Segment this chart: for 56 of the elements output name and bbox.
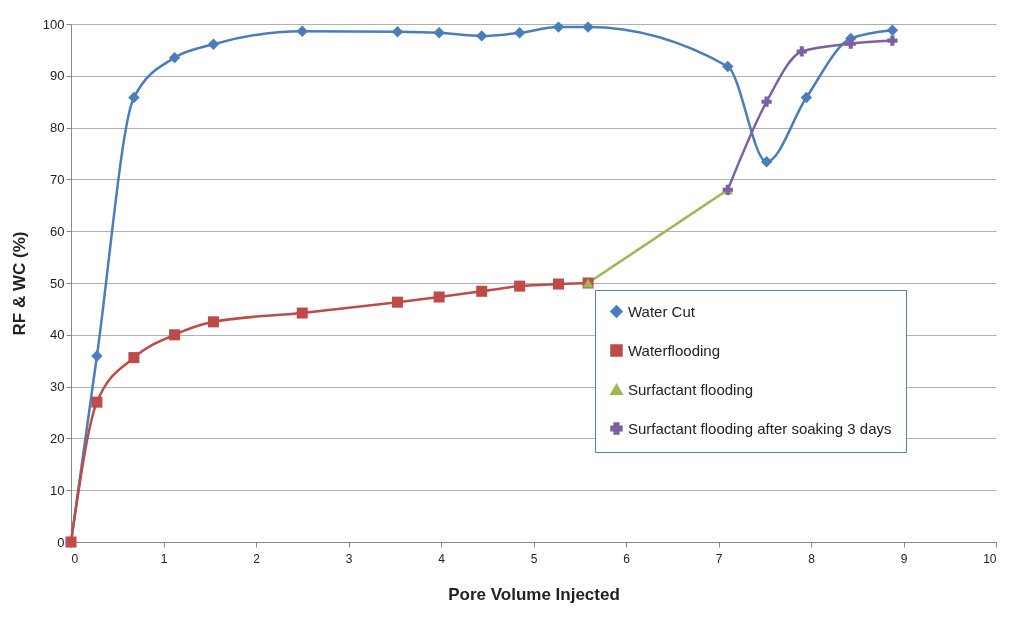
point <box>796 46 807 57</box>
x-axis-title: Pore Volume Injected <box>448 584 620 604</box>
x-tick-label: 3 <box>345 551 353 566</box>
point <box>513 27 526 39</box>
point <box>514 280 526 292</box>
x-tick-label: 2 <box>253 551 261 566</box>
point <box>91 350 103 362</box>
x-tick-label: 8 <box>808 551 816 566</box>
point <box>296 307 308 319</box>
point <box>128 91 140 104</box>
y-tick-label: 40 <box>50 327 65 343</box>
y-tick-label: 0 <box>57 534 65 550</box>
point <box>887 35 898 46</box>
point <box>433 27 445 39</box>
point <box>169 329 181 341</box>
point <box>391 26 404 38</box>
x-tick-label: 4 <box>438 551 446 566</box>
point <box>552 278 564 290</box>
x-tick-label: 9 <box>900 551 908 566</box>
x-tick-label: 1 <box>160 551 168 566</box>
legend-label: Waterflooding <box>628 341 720 359</box>
x-tick-label: 5 <box>530 551 538 566</box>
point <box>207 38 220 50</box>
point <box>476 30 488 42</box>
y-tick-label: 100 <box>42 16 65 32</box>
point <box>91 396 103 408</box>
point <box>760 156 773 168</box>
point <box>168 51 181 64</box>
x-tick-label: 7 <box>715 551 723 566</box>
legend-label: Surfactant flooding after soaking 3 days <box>628 419 892 437</box>
y-tick-label: 10 <box>50 482 65 498</box>
y-axis-title: RF & WC (%) <box>9 231 29 336</box>
point <box>207 316 219 328</box>
point <box>433 291 445 303</box>
point <box>886 24 899 36</box>
point <box>845 38 856 49</box>
x-tick-label: 0 <box>71 551 79 566</box>
y-tick-label: 30 <box>50 379 65 395</box>
point <box>128 352 140 364</box>
legend-label: Surfactant flooding <box>628 380 754 398</box>
y-tick-label: 80 <box>50 120 65 136</box>
point <box>476 285 488 297</box>
point <box>582 21 594 33</box>
point <box>722 60 734 73</box>
x-tick-label: 10 <box>983 551 997 566</box>
point <box>761 96 772 107</box>
point <box>296 25 308 37</box>
y-tick-label: 50 <box>50 275 65 291</box>
y-tick-label: 60 <box>50 223 65 239</box>
y-tick-label: 70 <box>50 171 65 187</box>
point <box>392 296 404 308</box>
y-tick-label: 20 <box>50 430 65 446</box>
x-tick-label: 6 <box>623 551 631 566</box>
legend-label: Water Cut <box>628 302 696 320</box>
point <box>800 91 813 104</box>
y-tick-label: 90 <box>50 68 65 84</box>
